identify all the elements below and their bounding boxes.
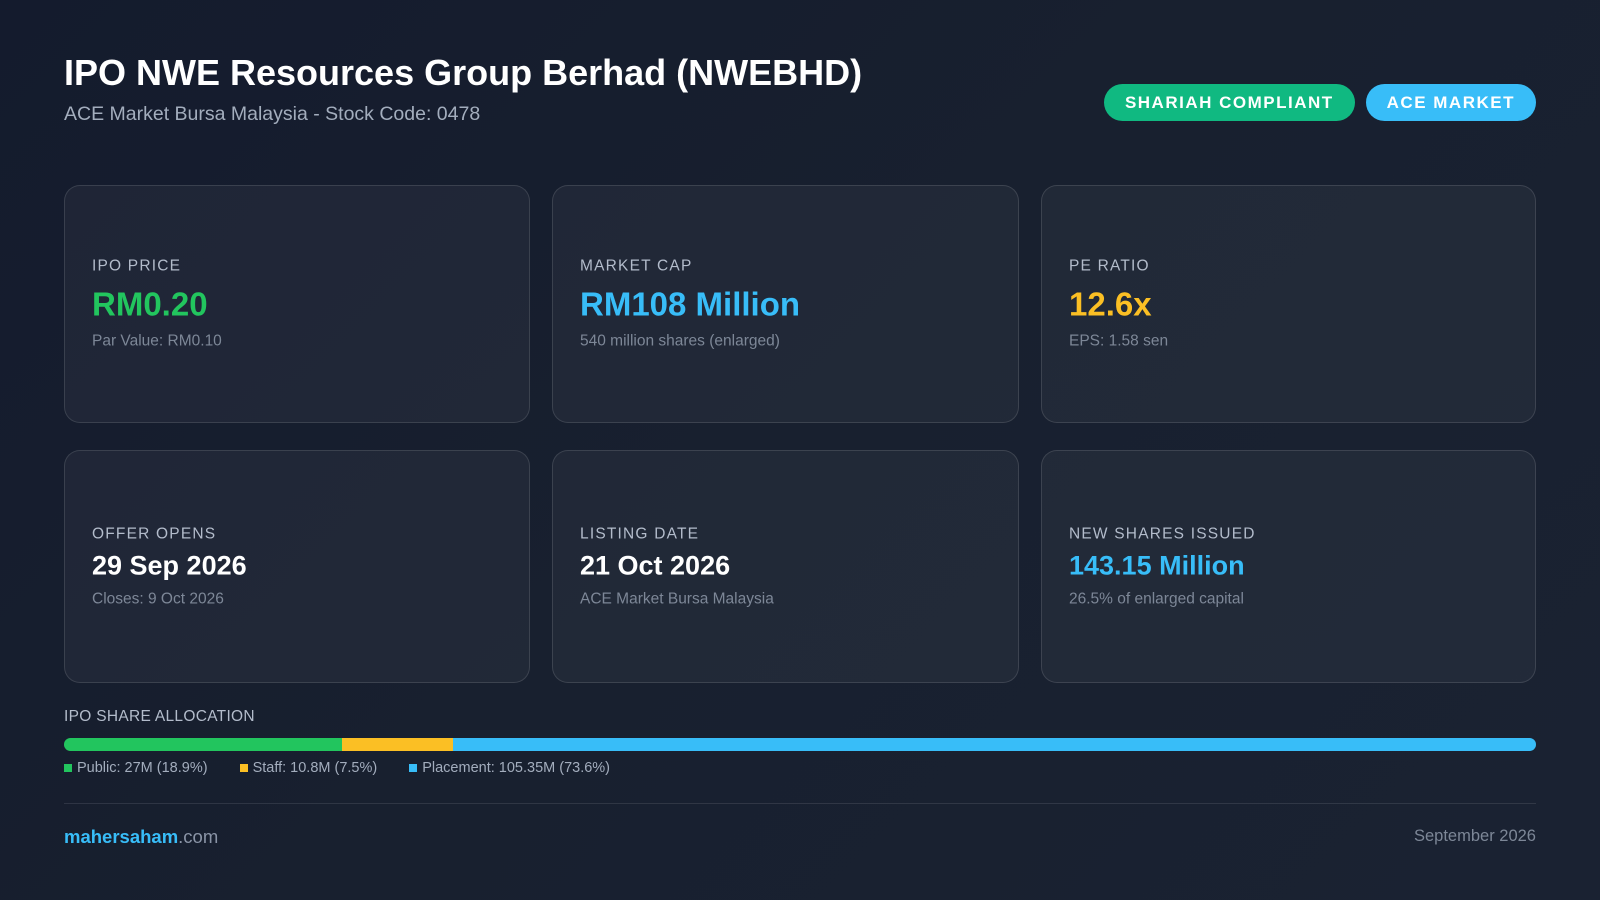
legend-swatch: [64, 764, 72, 772]
pe-ratio-card: PE RATIO 12.6x EPS: 1.58 sen: [1041, 185, 1536, 423]
card-value: 21 Oct 2026: [580, 550, 731, 580]
share-allocation: IPO SHARE ALLOCATION Public: 27M (18.9%)…: [64, 708, 1536, 776]
card-value: 12.6x: [1069, 285, 1152, 323]
card-value: RM0.20: [92, 285, 208, 323]
new-shares-card: NEW SHARES ISSUED 143.15 Million 26.5% o…: [1041, 450, 1536, 683]
brand-name: mahersaham: [64, 826, 179, 847]
card-label: IPO PRICE: [92, 257, 182, 275]
card-value: 143.15 Million: [1069, 550, 1245, 580]
card-subtext: 540 million shares (enlarged): [580, 332, 780, 350]
allocation-segment-staff: [342, 738, 453, 751]
card-value: RM108 Million: [580, 285, 801, 323]
legend-item-placement: Placement: 105.35M (73.6%): [409, 760, 610, 776]
card-label: MARKET CAP: [580, 257, 693, 275]
page-title: IPO NWE Resources Group Berhad (NWEBHD): [64, 52, 863, 93]
card-subtext: Par Value: RM0.10: [92, 332, 222, 350]
card-subtext: 26.5% of enlarged capital: [1069, 590, 1244, 607]
card-label: NEW SHARES ISSUED: [1069, 525, 1256, 542]
legend-swatch: [239, 764, 248, 772]
shariah-compliant-badge: SHARIAH COMPLIANT: [1103, 84, 1355, 121]
card-subtext: EPS: 1.58 sen: [1069, 332, 1169, 350]
legend-label: Placement: 105.35M (73.6%): [422, 760, 611, 776]
card-value: 29 Sep 2026: [92, 550, 247, 580]
card-label: LISTING DATE: [580, 525, 700, 542]
offer-opens-card: OFFER OPENS 29 Sep 2026 Closes: 9 Oct 20…: [64, 450, 530, 683]
header: IPO NWE Resources Group Berhad (NWEBHD) …: [64, 52, 1536, 142]
ipo-infographic: IPO NWE Resources Group Berhad (NWEBHD) …: [64, 0, 1536, 900]
page-subtitle: ACE Market Bursa Malaysia - Stock Code: …: [64, 103, 481, 125]
footer-divider: [64, 803, 1536, 804]
legend-swatch: [409, 764, 418, 772]
listing-date-card: LISTING DATE 21 Oct 2026 ACE Market Burs…: [552, 450, 1019, 683]
footer-date: September 2026: [1413, 827, 1536, 845]
badge-group: SHARIAH COMPLIANT ACE MARKET: [1103, 84, 1536, 121]
allocation-legend: Public: 27M (18.9%) Staff: 10.8M (7.5%) …: [64, 760, 610, 776]
card-subtext: Closes: 9 Oct 2026: [92, 590, 224, 607]
allocation-title: IPO SHARE ALLOCATION: [64, 708, 255, 725]
legend-label: Public: 27M (18.9%): [77, 760, 208, 776]
ace-market-badge: ACE MARKET: [1365, 84, 1536, 121]
card-subtext: ACE Market Bursa Malaysia: [580, 590, 774, 607]
brand-tld: .com: [178, 826, 219, 847]
market-cap-card: MARKET CAP RM108 Million 540 million sha…: [552, 185, 1019, 423]
brand-link[interactable]: mahersaham.com: [64, 826, 218, 848]
card-label: OFFER OPENS: [92, 525, 217, 542]
legend-item-public: Public: 27M (18.9%): [64, 760, 208, 776]
card-label: PE RATIO: [1069, 257, 1150, 275]
legend-label: Staff: 10.8M (7.5%): [252, 760, 378, 776]
allocation-segment-placement: [452, 738, 1536, 751]
allocation-bar: [64, 738, 1536, 751]
allocation-segment-public: [64, 738, 343, 751]
legend-item-staff: Staff: 10.8M (7.5%): [239, 760, 378, 776]
ipo-price-card: IPO PRICE RM0.20 Par Value: RM0.10: [64, 185, 530, 423]
